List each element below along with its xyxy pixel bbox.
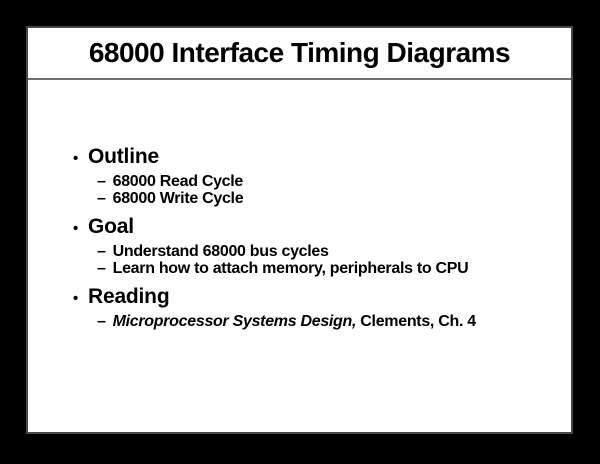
bullet-item: • Goal <box>73 214 561 241</box>
sub-bullet-item: – Learn how to attach memory, peripherals… <box>97 260 561 277</box>
dash-marker: – <box>97 173 106 190</box>
bullet-label: Reading <box>88 285 170 308</box>
sub-bullet-text: 68000 Read Cycle <box>112 173 244 190</box>
sub-bullet-text: Understand 68000 bus cycles <box>113 243 329 260</box>
sub-bullet-item: –68000 Write Cycle <box>97 190 561 207</box>
sub-bullet-text: 68000 Write Cycle <box>113 190 244 207</box>
dash-marker: – <box>97 260 106 277</box>
bullet-marker: • <box>73 290 79 307</box>
slide-body: • Outline –68000 Read Cycle –68000 Write Cy… <box>73 144 561 337</box>
sub-bullet-item: – Microprocessor Systems Design, Clements… <box>97 313 561 330</box>
bullet-label: Goal <box>88 215 134 238</box>
bullet-section: • Reading – Microprocessor Systems Design, … <box>73 284 561 330</box>
sub-bullet-text-segment: 68000 Write Cycle <box>112 190 244 207</box>
dash-marker: – <box>97 243 106 260</box>
sub-bullet-text-segment: 68000 Read Cycle <box>112 173 244 190</box>
sub-bullet-text: Microprocessor Systems Design, Clements,… <box>112 313 477 330</box>
bullet-item: • Reading <box>73 284 561 311</box>
bullet-marker: • <box>73 150 79 167</box>
bullet-section: • Goal – Understand 68000 bus cycles – Learn … <box>73 214 561 277</box>
sub-bullet-text-italic-segment: Microprocessor Systems Design, <box>112 313 357 330</box>
dash-marker: – <box>97 313 106 330</box>
bullet-item: • Outline <box>73 144 561 171</box>
sub-bullet-text-segment: Clements, Ch. 4 <box>356 313 476 330</box>
dash-marker: – <box>97 190 106 207</box>
sub-bullet-item: –68000 Read Cycle <box>97 173 561 190</box>
sub-bullet-text-segment: Understand 68000 bus cycles <box>112 243 329 260</box>
sub-bullet-text-segment: Learn how to attach memory, peripherals … <box>112 260 469 277</box>
bullet-marker: • <box>73 220 79 237</box>
sub-bullet-text: Learn how to attach memory, peripherals … <box>113 260 469 277</box>
bullet-label: Outline <box>88 145 159 168</box>
slide-title: 68000 Interface Timing Diagrams <box>88 37 511 68</box>
bullet-section: • Outline –68000 Read Cycle –68000 Write Cy… <box>73 144 561 207</box>
slide: 68000 Interface Timing Diagrams • Outline… <box>26 26 573 434</box>
sub-bullet-item: – Understand 68000 bus cycles <box>97 243 561 260</box>
slide-title-bar: 68000 Interface Timing Diagrams <box>28 28 571 80</box>
